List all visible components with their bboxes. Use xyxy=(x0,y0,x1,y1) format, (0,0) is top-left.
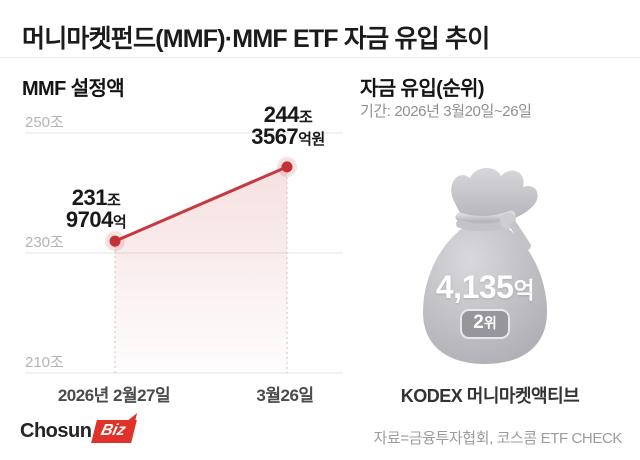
title-divider xyxy=(0,57,640,58)
y-tick-label: 230조 xyxy=(25,234,64,251)
rank-badge: 2위 xyxy=(460,309,510,339)
period-note: 기간: 2026년 3월20일~26일 xyxy=(360,103,532,120)
chart-section-heading: MMF 설정액 xyxy=(22,78,125,100)
point-label: 3567억원 xyxy=(251,124,325,149)
money-bag-icon xyxy=(423,167,547,364)
bag-ruffle xyxy=(451,167,538,223)
data-point xyxy=(281,161,293,173)
bag-rope-tail xyxy=(510,222,531,250)
x-axis-label: 3월26일 xyxy=(256,386,313,405)
chart-area xyxy=(115,166,287,373)
chart-line xyxy=(113,165,289,243)
fund-name: KODEX 머니마켓액티브 xyxy=(400,386,580,406)
data-point xyxy=(109,235,121,247)
point-label: 231조 xyxy=(72,185,121,210)
x-axis-label: 2026년 2월27일 xyxy=(58,386,170,405)
bag-overlay: 4,135억 2위 xyxy=(408,271,562,339)
inflow-amount: 4,135억 xyxy=(435,269,535,305)
chosunbiz-logo: Chosun Biz xyxy=(20,420,138,443)
point-label: 244조 xyxy=(264,102,313,127)
inflow-section-heading: 자금 유입(순위) xyxy=(360,78,484,100)
y-tick-label: 210조 xyxy=(25,354,64,371)
bag-body xyxy=(423,224,547,364)
source-note: 자료=금융투자협회, 코스콤 ETF CHECK xyxy=(373,430,623,447)
y-tick-label: 250조 xyxy=(25,114,64,131)
logo-chosun-text: Chosun xyxy=(20,420,92,442)
logo-biz-flag: Biz xyxy=(91,420,138,443)
page-title: 머니마켓펀드(MMF)·MMF ETF 자금 유입 추이 xyxy=(22,25,490,53)
point-label: 9704억 xyxy=(66,207,126,232)
